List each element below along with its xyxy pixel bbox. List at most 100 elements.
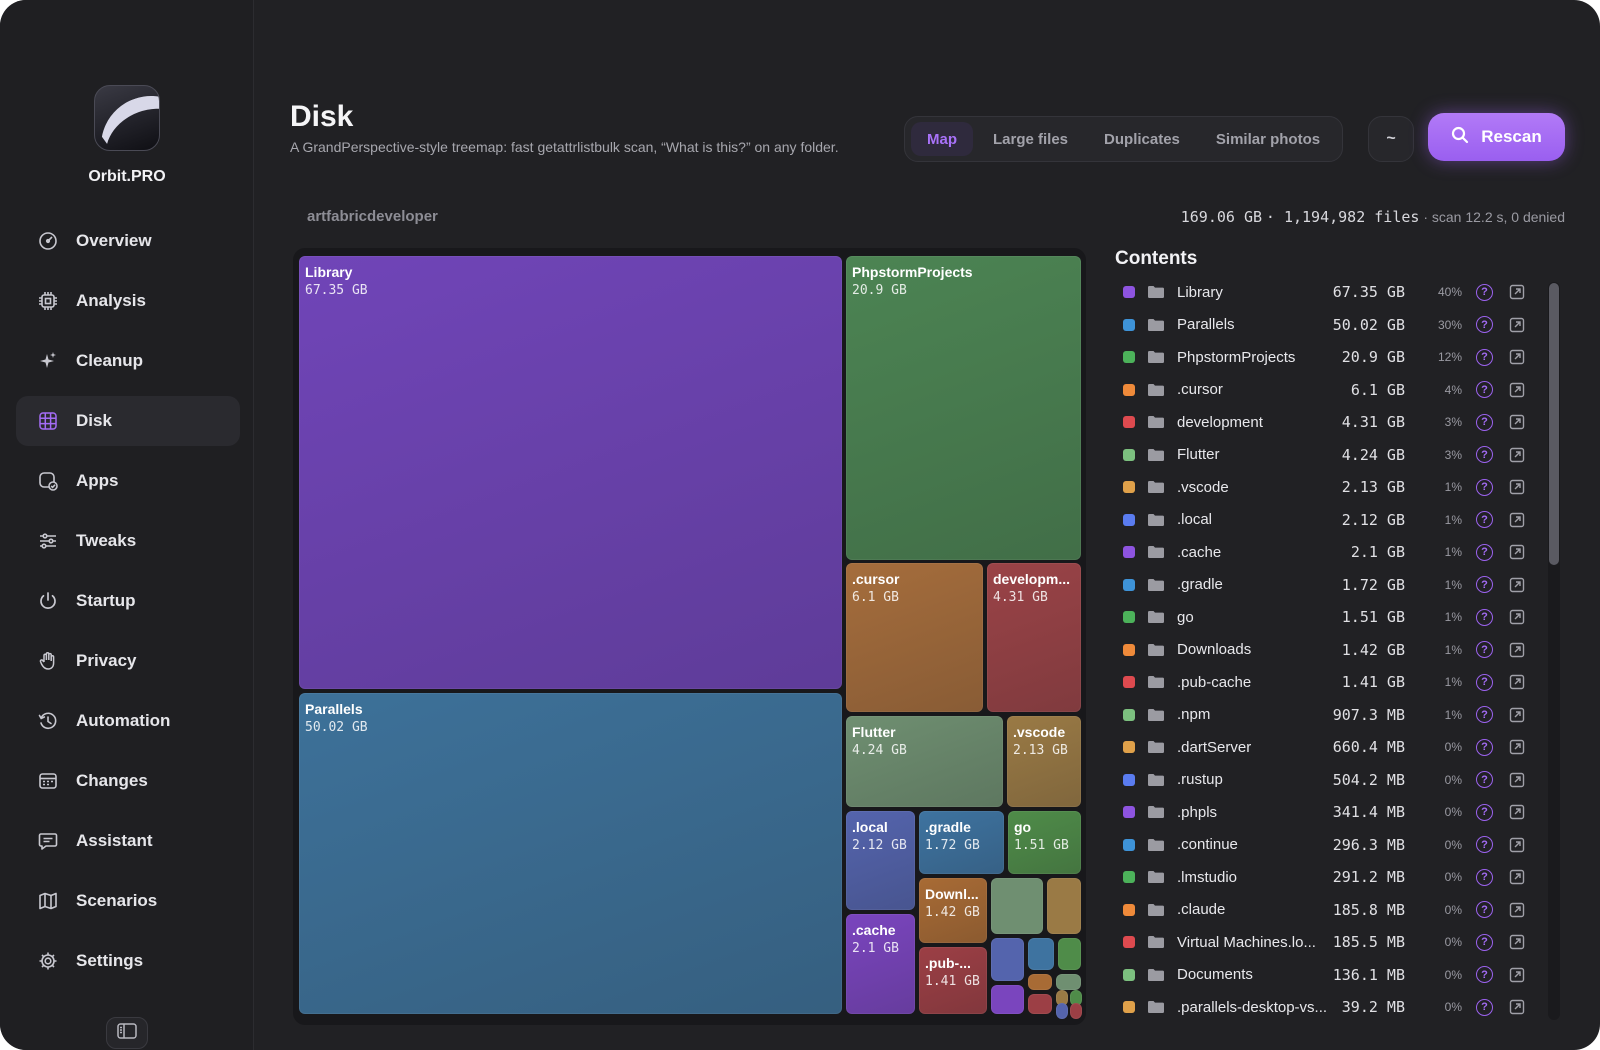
reveal-icon[interactable]: [1509, 967, 1525, 983]
list-item[interactable]: .pub-cache 1.41 GB 1%?: [1115, 666, 1545, 699]
list-item[interactable]: .cache 2.1 GB 1%?: [1115, 536, 1545, 569]
treemap-tile-phpstormprojects[interactable]: PhpstormProjects 20.9 GB: [846, 256, 1081, 560]
reveal-icon[interactable]: [1509, 479, 1525, 495]
treemap-tile-cursor[interactable]: .cursor 6.1 GB: [846, 563, 983, 712]
treemap-tile-pub-cache[interactable]: .pub-... 1.41 GB: [919, 947, 987, 1014]
list-item[interactable]: go 1.51 GB 1%?: [1115, 601, 1545, 634]
reveal-icon[interactable]: [1509, 999, 1525, 1015]
reveal-icon[interactable]: [1509, 804, 1525, 820]
reveal-icon[interactable]: [1509, 869, 1525, 885]
list-item[interactable]: .lmstudio 291.2 MB 0%?: [1115, 861, 1545, 894]
list-item[interactable]: .gradle 1.72 GB 1%?: [1115, 569, 1545, 602]
treemap-tile-flutter[interactable]: Flutter 4.24 GB: [846, 716, 1003, 807]
list-item[interactable]: PhpstormProjects 20.9 GB 12%?: [1115, 341, 1545, 374]
list-item[interactable]: Parallels 50.02 GB 30%?: [1115, 309, 1545, 342]
list-item[interactable]: .local 2.12 GB 1%?: [1115, 504, 1545, 537]
reveal-icon[interactable]: [1509, 284, 1525, 300]
sidebar-item-overview[interactable]: Overview: [16, 216, 240, 266]
list-item[interactable]: Flutter 4.24 GB 3%?: [1115, 439, 1545, 472]
home-folder-button[interactable]: ~: [1368, 116, 1414, 162]
what-is-this-button[interactable]: ?: [1476, 283, 1493, 301]
list-item[interactable]: development 4.31 GB 3%?: [1115, 406, 1545, 439]
what-is-this-button[interactable]: ?: [1476, 738, 1493, 756]
what-is-this-button[interactable]: ?: [1476, 868, 1493, 886]
list-item[interactable]: Virtual Machines.lo... 185.5 MB 0%?: [1115, 926, 1545, 959]
contents-scrollbar-thumb[interactable]: [1549, 283, 1559, 565]
tab-large-files[interactable]: Large files: [993, 130, 1069, 148]
what-is-this-button[interactable]: ?: [1476, 933, 1493, 951]
sidebar-toggle-button[interactable]: [106, 1017, 148, 1049]
sidebar-item-scenarios[interactable]: Scenarios: [16, 876, 240, 926]
reveal-icon[interactable]: [1509, 447, 1525, 463]
what-is-this-button[interactable]: ?: [1476, 641, 1493, 659]
what-is-this-button[interactable]: ?: [1476, 446, 1493, 464]
treemap-tile-small[interactable]: [1070, 1003, 1082, 1019]
treemap-tile-small[interactable]: [1028, 938, 1054, 970]
treemap-tile-local[interactable]: .local 2.12 GB: [846, 811, 915, 910]
treemap-tile-development[interactable]: developm... 4.31 GB: [987, 563, 1081, 712]
reveal-icon[interactable]: [1509, 414, 1525, 430]
tab-similar-photos[interactable]: Similar photos: [1215, 130, 1321, 148]
reveal-icon[interactable]: [1509, 544, 1525, 560]
treemap-tile-small[interactable]: [1056, 974, 1081, 990]
reveal-icon[interactable]: [1509, 674, 1525, 690]
reveal-icon[interactable]: [1509, 707, 1525, 723]
sidebar-item-disk[interactable]: Disk: [16, 396, 240, 446]
what-is-this-button[interactable]: ?: [1476, 901, 1493, 919]
tab-map[interactable]: Map: [911, 122, 973, 156]
sidebar-item-automation[interactable]: Automation: [16, 696, 240, 746]
list-item[interactable]: .continue 296.3 MB 0%?: [1115, 829, 1545, 862]
treemap-tile-parallels[interactable]: Parallels 50.02 GB: [299, 693, 842, 1014]
sidebar-item-startup[interactable]: Startup: [16, 576, 240, 626]
treemap-tile-small[interactable]: [1070, 990, 1082, 1006]
sidebar-item-tweaks[interactable]: Tweaks: [16, 516, 240, 566]
treemap-tile-go[interactable]: go 1.51 GB: [1008, 811, 1081, 874]
reveal-icon[interactable]: [1509, 382, 1525, 398]
what-is-this-button[interactable]: ?: [1476, 543, 1493, 561]
list-item[interactable]: Library 67.35 GB 40%?: [1115, 276, 1545, 309]
what-is-this-button[interactable]: ?: [1476, 706, 1493, 724]
what-is-this-button[interactable]: ?: [1476, 413, 1493, 431]
what-is-this-button[interactable]: ?: [1476, 803, 1493, 821]
tab-duplicates[interactable]: Duplicates: [1104, 130, 1180, 148]
what-is-this-button[interactable]: ?: [1476, 348, 1493, 366]
treemap-tile-library[interactable]: Library 67.35 GB: [299, 256, 842, 689]
treemap-tile-small[interactable]: [1028, 974, 1052, 990]
sidebar-item-settings[interactable]: Settings: [16, 936, 240, 986]
list-item[interactable]: .phpls 341.4 MB 0%?: [1115, 796, 1545, 829]
what-is-this-button[interactable]: ?: [1476, 998, 1493, 1016]
treemap-tile-gradle[interactable]: .gradle 1.72 GB: [919, 811, 1004, 874]
sidebar-item-apps[interactable]: Apps: [16, 456, 240, 506]
list-item[interactable]: .parallels-desktop-vs... 39.2 MB 0%?: [1115, 991, 1545, 1024]
reveal-icon[interactable]: [1509, 772, 1525, 788]
what-is-this-button[interactable]: ?: [1476, 478, 1493, 496]
reveal-icon[interactable]: [1509, 837, 1525, 853]
list-item[interactable]: .npm 907.3 MB 1%?: [1115, 699, 1545, 732]
reveal-icon[interactable]: [1509, 739, 1525, 755]
treemap-tile-small[interactable]: [991, 985, 1024, 1014]
what-is-this-button[interactable]: ?: [1476, 673, 1493, 691]
list-item[interactable]: Downloads 1.42 GB 1%?: [1115, 634, 1545, 667]
what-is-this-button[interactable]: ?: [1476, 771, 1493, 789]
what-is-this-button[interactable]: ?: [1476, 966, 1493, 984]
reveal-icon[interactable]: [1509, 577, 1525, 593]
what-is-this-button[interactable]: ?: [1476, 836, 1493, 854]
treemap-tile-small[interactable]: [991, 938, 1024, 981]
treemap-tile-small[interactable]: [1047, 878, 1081, 934]
what-is-this-button[interactable]: ?: [1476, 576, 1493, 594]
list-item[interactable]: .vscode 2.13 GB 1%?: [1115, 471, 1545, 504]
treemap-tile-small[interactable]: [991, 878, 1043, 934]
reveal-icon[interactable]: [1509, 642, 1525, 658]
sidebar-item-cleanup[interactable]: Cleanup: [16, 336, 240, 386]
sidebar-item-privacy[interactable]: Privacy: [16, 636, 240, 686]
reveal-icon[interactable]: [1509, 512, 1525, 528]
list-item[interactable]: .cursor 6.1 GB 4%?: [1115, 374, 1545, 407]
list-item[interactable]: .claude 185.8 MB 0%?: [1115, 894, 1545, 927]
treemap-tile-small[interactable]: [1058, 938, 1081, 970]
reveal-icon[interactable]: [1509, 317, 1525, 333]
list-item[interactable]: Documents 136.1 MB 0%?: [1115, 959, 1545, 992]
reveal-icon[interactable]: [1509, 609, 1525, 625]
treemap-tile-vscode[interactable]: .vscode 2.13 GB: [1007, 716, 1081, 807]
what-is-this-button[interactable]: ?: [1476, 381, 1493, 399]
sidebar-item-changes[interactable]: Changes: [16, 756, 240, 806]
